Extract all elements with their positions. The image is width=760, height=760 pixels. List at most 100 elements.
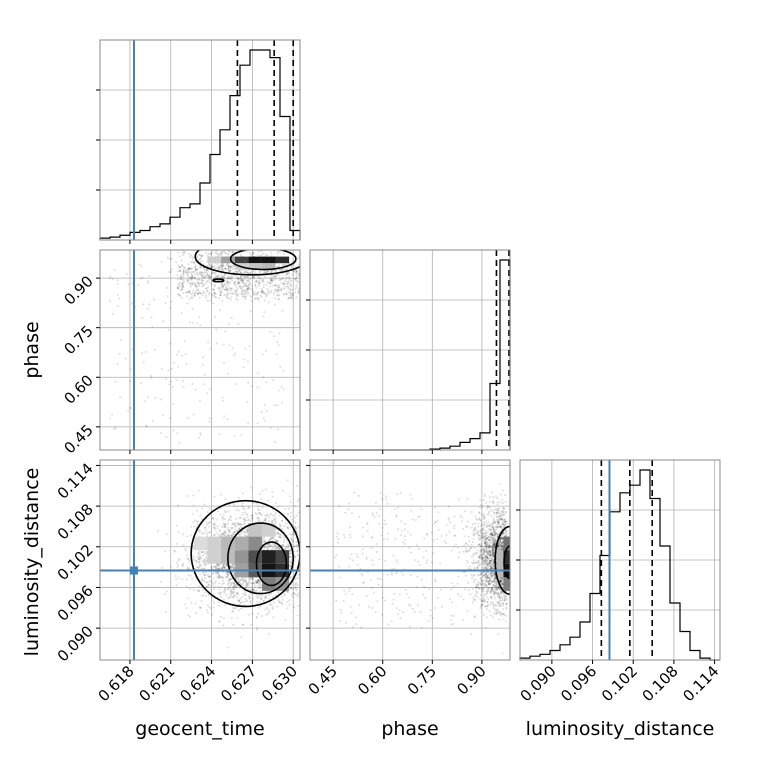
sample-point xyxy=(416,604,419,607)
sample-point xyxy=(210,266,213,269)
sample-point xyxy=(305,543,307,545)
sample-point xyxy=(286,283,289,286)
sample-point xyxy=(223,566,226,569)
sample-point xyxy=(211,283,214,286)
sample-point xyxy=(236,277,239,280)
sample-point xyxy=(200,255,203,258)
sample-point xyxy=(499,539,502,542)
sample-point xyxy=(281,543,284,546)
sample-point xyxy=(196,523,199,526)
sample-point xyxy=(297,605,300,608)
sample-point xyxy=(216,567,219,570)
sample-point xyxy=(243,533,246,536)
sample-point xyxy=(440,534,443,537)
sample-point xyxy=(491,532,494,535)
sample-point xyxy=(260,289,263,292)
sample-point xyxy=(487,583,490,586)
sample-point xyxy=(289,560,292,563)
sample-point xyxy=(248,271,251,274)
sample-point xyxy=(248,280,251,283)
sample-point xyxy=(348,533,351,536)
sample-point xyxy=(207,341,210,344)
sample-point xyxy=(201,571,204,574)
sample-point xyxy=(501,537,504,540)
sample-point xyxy=(185,271,188,274)
sample-point xyxy=(218,266,221,269)
sample-point xyxy=(212,266,215,269)
sample-point xyxy=(478,555,481,558)
sample-point xyxy=(302,586,304,588)
sample-point xyxy=(277,286,280,289)
sample-point xyxy=(501,525,504,528)
sample-point xyxy=(275,274,278,277)
sample-point xyxy=(256,579,259,582)
sample-point xyxy=(242,601,245,604)
sample-point xyxy=(273,520,276,523)
sample-point xyxy=(494,608,497,611)
sample-point xyxy=(499,577,502,580)
sample-point xyxy=(276,531,279,534)
sample-point xyxy=(482,536,485,539)
sample-point xyxy=(252,291,255,294)
sample-point xyxy=(237,293,240,296)
sample-point xyxy=(316,574,318,576)
sample-point xyxy=(350,512,353,515)
sample-point xyxy=(497,601,500,604)
sample-point xyxy=(210,517,213,520)
sample-point xyxy=(276,531,279,534)
sample-point xyxy=(225,563,228,566)
sample-point xyxy=(440,605,443,608)
sample-point xyxy=(245,271,248,274)
sample-point xyxy=(306,583,308,585)
sample-point xyxy=(294,525,297,528)
sample-point xyxy=(202,277,205,280)
sample-point xyxy=(218,582,221,585)
sample-point xyxy=(291,292,294,295)
sample-point xyxy=(492,590,495,593)
sample-point xyxy=(197,282,200,285)
sample-point xyxy=(145,350,148,353)
sample-point xyxy=(294,516,297,519)
sample-point xyxy=(229,277,232,280)
sample-point xyxy=(189,279,192,282)
sample-point xyxy=(222,566,225,569)
sample-point xyxy=(198,296,201,299)
sample-point xyxy=(257,579,260,582)
sample-point xyxy=(258,508,261,511)
sample-point xyxy=(257,291,260,294)
sample-point xyxy=(197,557,200,560)
sample-point xyxy=(233,607,236,610)
sample-point xyxy=(385,523,388,526)
sample-point xyxy=(501,577,504,580)
sample-point xyxy=(167,328,170,331)
sample-point xyxy=(241,279,244,282)
sample-point xyxy=(269,603,272,606)
sample-point xyxy=(247,286,250,289)
sample-point xyxy=(285,545,288,548)
sample-point xyxy=(492,527,495,530)
sample-point xyxy=(198,284,201,287)
sample-point xyxy=(285,293,288,296)
sample-point xyxy=(129,407,132,410)
sample-point xyxy=(229,266,232,269)
sample-point xyxy=(276,294,279,297)
sample-point xyxy=(184,266,187,269)
sample-point xyxy=(494,541,497,544)
sample-point xyxy=(241,623,244,626)
sample-point xyxy=(456,582,459,585)
sample-point xyxy=(178,557,181,560)
sample-point xyxy=(239,253,242,256)
sample-point xyxy=(495,609,498,612)
sample-point xyxy=(469,547,472,550)
sample-point xyxy=(247,581,250,584)
sample-point xyxy=(221,288,224,291)
sample-point xyxy=(276,545,279,548)
sample-point xyxy=(210,296,213,299)
sample-point xyxy=(492,528,495,531)
sample-point xyxy=(495,514,498,517)
sample-point xyxy=(215,580,218,583)
sample-point xyxy=(200,594,203,597)
sample-point xyxy=(192,270,195,273)
density-cell xyxy=(248,263,262,270)
sample-point xyxy=(253,277,256,280)
